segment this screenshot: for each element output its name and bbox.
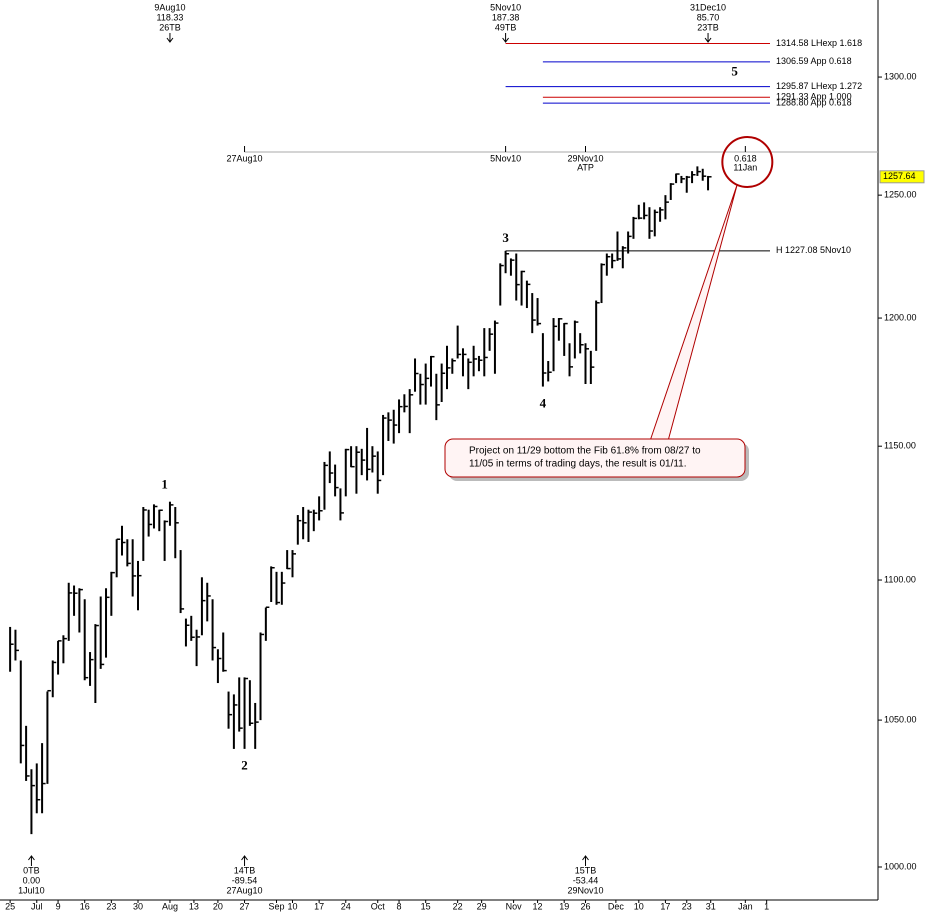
level-label: 1291.33 App 1.000 bbox=[776, 92, 852, 102]
bottom-marker-text: 27Aug10 bbox=[227, 885, 263, 895]
y-tick-label: 1250.00 bbox=[884, 190, 917, 200]
x-tick-label: 24 bbox=[341, 901, 351, 911]
bottom-marker-arrow bbox=[28, 855, 35, 866]
timeline-label: ATP bbox=[577, 162, 594, 172]
x-tick-label: 20 bbox=[213, 901, 223, 911]
level-label: 1306.59 App 0.618 bbox=[776, 56, 852, 66]
x-tick-label: 8 bbox=[397, 901, 402, 911]
callout-circle bbox=[721, 136, 774, 188]
timeline-label: 11Jan bbox=[733, 162, 757, 172]
x-tick-label: Nov bbox=[506, 901, 523, 911]
top-marker-arrow bbox=[166, 33, 174, 43]
bottom-marker-text: 0.00 bbox=[23, 875, 41, 885]
x-tick-label: Dec bbox=[608, 901, 625, 911]
x-tick-label: 17 bbox=[660, 901, 670, 911]
timeline-label: 0.618 bbox=[734, 153, 757, 163]
top-marker-text: 118.33 bbox=[157, 12, 184, 22]
wave-label: 1 bbox=[161, 477, 168, 492]
callout-text: 11/05 in terms of trading days, the resu… bbox=[469, 459, 687, 470]
x-tick-label: 31 bbox=[706, 901, 716, 911]
bottom-marker-text: 29Nov10 bbox=[567, 885, 603, 895]
timeline-label: 27Aug10 bbox=[227, 153, 263, 163]
x-tick-label: 25 bbox=[5, 901, 15, 911]
level-label: 1288.80 App 0.618 bbox=[776, 97, 852, 107]
y-tick-label: 1300.00 bbox=[884, 71, 917, 81]
x-tick-label: 27 bbox=[240, 901, 250, 911]
x-tick-label: Aug bbox=[162, 901, 178, 911]
x-tick-label: 17 bbox=[314, 901, 324, 911]
y-tick-label: 1100.00 bbox=[884, 574, 916, 584]
callout-box bbox=[444, 438, 746, 478]
x-tick-label: 19 bbox=[559, 901, 569, 911]
x-tick-label: Sep bbox=[268, 901, 284, 911]
top-marker-text: 26TB bbox=[159, 22, 181, 32]
bottom-marker-text: 1Jul10 bbox=[18, 885, 45, 895]
bottom-marker-text: 0TB bbox=[23, 865, 40, 875]
x-tick-label: 23 bbox=[106, 901, 116, 911]
top-marker-text: 23TB bbox=[697, 22, 719, 32]
x-tick-label: 10 bbox=[287, 901, 297, 911]
bottom-marker-arrow bbox=[241, 855, 248, 866]
wave-label: 2 bbox=[241, 757, 248, 772]
top-marker-text: 85.70 bbox=[697, 12, 720, 22]
top-marker-arrow bbox=[502, 33, 509, 43]
timeline-label: 5Nov10 bbox=[490, 153, 521, 163]
timeline-label: 29Nov10 bbox=[567, 153, 603, 163]
bottom-marker-text: 15TB bbox=[575, 865, 597, 875]
top-marker-text: 49TB bbox=[495, 22, 517, 32]
bottom-marker-text: -53.44 bbox=[573, 875, 599, 885]
y-tick-label: 1050.00 bbox=[884, 714, 917, 724]
top-marker-text: 31Dec10 bbox=[690, 2, 726, 12]
wave-label: 3 bbox=[502, 230, 509, 245]
wave-label: 4 bbox=[540, 396, 547, 411]
x-tick-label: Jul bbox=[31, 901, 43, 911]
top-marker-text: 5Nov10 bbox=[490, 2, 521, 12]
bottom-marker-arrow bbox=[582, 855, 589, 866]
x-tick-label: 10 bbox=[634, 901, 644, 911]
x-tick-label: 23 bbox=[682, 901, 692, 911]
bottom-marker-text: -89.54 bbox=[232, 875, 258, 885]
wave-label: 5 bbox=[731, 63, 738, 78]
y-tick-label: 1000.00 bbox=[884, 861, 917, 871]
top-marker-text: 9Aug10 bbox=[154, 2, 185, 12]
callout-text: Project on 11/29 bottom the Fib 61.8% fr… bbox=[469, 446, 701, 457]
last-price-box bbox=[879, 170, 925, 184]
x-tick-label: 29 bbox=[477, 901, 487, 911]
last-price-label: 1257.64 bbox=[883, 171, 916, 181]
top-marker-text: 187.38 bbox=[492, 12, 520, 22]
x-tick-label: Oct bbox=[371, 901, 386, 911]
y-tick-label: 1200.00 bbox=[884, 312, 917, 322]
top-marker-arrow bbox=[704, 33, 712, 43]
x-tick-label: 15 bbox=[421, 901, 431, 911]
x-tick-label: 22 bbox=[453, 901, 463, 911]
level-label: 1314.58 LHexp 1.618 bbox=[776, 38, 862, 48]
x-tick-label: 9 bbox=[56, 901, 61, 911]
x-tick-label: Jan bbox=[738, 901, 753, 911]
x-tick-label: 12 bbox=[533, 901, 543, 911]
level-label: H 1227.08 5Nov10 bbox=[776, 245, 851, 255]
x-tick-label: 1 bbox=[764, 901, 769, 911]
x-tick-label: 16 bbox=[80, 901, 90, 911]
callout-pointer bbox=[649, 183, 738, 442]
x-tick-label: 30 bbox=[133, 901, 143, 911]
bottom-marker-text: 14TB bbox=[234, 865, 256, 875]
level-label: 1295.87 LHexp 1.272 bbox=[776, 81, 862, 91]
y-tick-label: 1150.00 bbox=[884, 441, 916, 451]
callout-cover bbox=[651, 440, 667, 442]
x-tick-label: 26 bbox=[581, 901, 591, 911]
x-tick-label: 13 bbox=[189, 901, 199, 911]
